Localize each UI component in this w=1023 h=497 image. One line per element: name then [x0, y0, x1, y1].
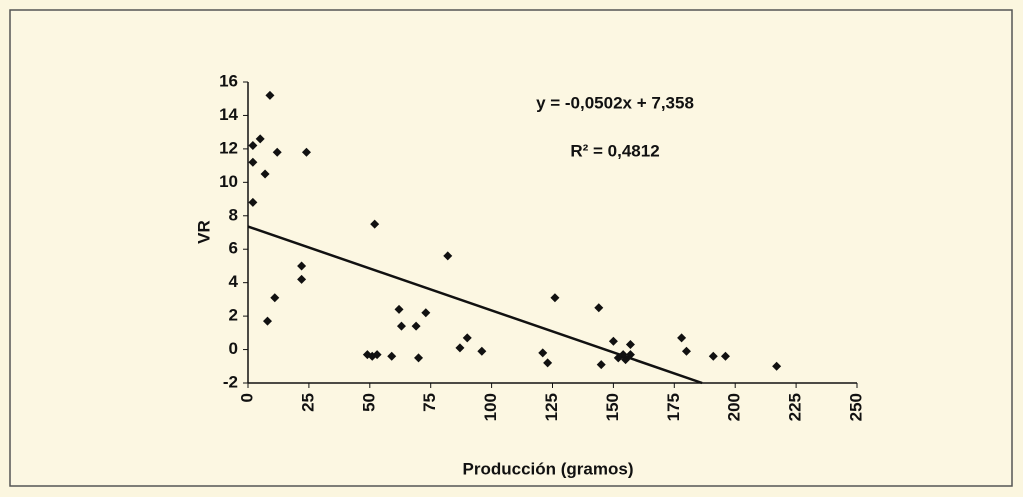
- x-tick-label: 150: [603, 393, 622, 421]
- y-tick-label: 16: [219, 71, 238, 90]
- chart-frame: [9, 9, 1013, 487]
- point: [396, 321, 406, 331]
- point: [421, 308, 431, 318]
- point: [477, 346, 487, 356]
- point: [370, 219, 380, 229]
- point: [677, 333, 687, 343]
- point: [255, 134, 265, 144]
- x-tick-label: 175: [664, 393, 683, 421]
- x-tick-label: 50: [359, 393, 378, 412]
- y-tick-label: 14: [219, 105, 238, 124]
- y-tick-label: 6: [229, 239, 238, 258]
- point: [297, 274, 307, 284]
- y-tick-label: 8: [229, 205, 238, 224]
- point: [708, 351, 718, 361]
- x-tick-label: 100: [481, 393, 500, 421]
- y-tick-label: -2: [223, 372, 238, 391]
- point: [394, 304, 404, 314]
- point: [248, 141, 258, 151]
- y-tick-label: 0: [229, 339, 238, 358]
- y-tick-label: 4: [229, 272, 239, 291]
- point: [681, 346, 691, 356]
- y-tick-label: 2: [229, 306, 238, 325]
- point: [596, 360, 606, 370]
- point: [462, 333, 472, 343]
- x-tick-label: 250: [846, 393, 865, 421]
- x-tick-label: 75: [420, 393, 439, 412]
- point: [608, 336, 618, 346]
- point: [538, 348, 548, 358]
- point: [411, 321, 421, 331]
- trend-r2: R² = 0,4812: [570, 141, 659, 160]
- point: [301, 147, 311, 157]
- x-tick-label: 125: [542, 393, 561, 421]
- x-axis-label: Producción (gramos): [463, 459, 634, 478]
- y-axis-label: VR: [194, 220, 213, 244]
- y-tick-label: 10: [219, 172, 238, 191]
- point: [372, 350, 382, 360]
- point: [297, 261, 307, 271]
- point: [270, 293, 280, 303]
- point: [272, 147, 282, 157]
- point: [265, 90, 275, 100]
- point: [543, 358, 553, 368]
- point: [262, 316, 272, 326]
- trendline: [247, 225, 703, 385]
- y-tick-label: 12: [219, 138, 238, 157]
- point: [625, 340, 635, 350]
- point: [455, 343, 465, 353]
- point: [443, 251, 453, 261]
- x-tick-label: 0: [237, 393, 256, 402]
- x-tick-label: 25: [298, 393, 317, 412]
- point: [248, 157, 258, 167]
- point: [248, 197, 258, 207]
- point: [387, 351, 397, 361]
- x-tick-label: 200: [725, 393, 744, 421]
- point: [550, 293, 560, 303]
- x-tick-label: 225: [786, 393, 805, 421]
- trend-equation: y = -0,0502x + 7,358: [536, 93, 694, 112]
- point: [720, 351, 730, 361]
- point: [414, 353, 424, 363]
- point: [772, 361, 782, 371]
- point: [260, 169, 270, 179]
- point: [594, 303, 604, 313]
